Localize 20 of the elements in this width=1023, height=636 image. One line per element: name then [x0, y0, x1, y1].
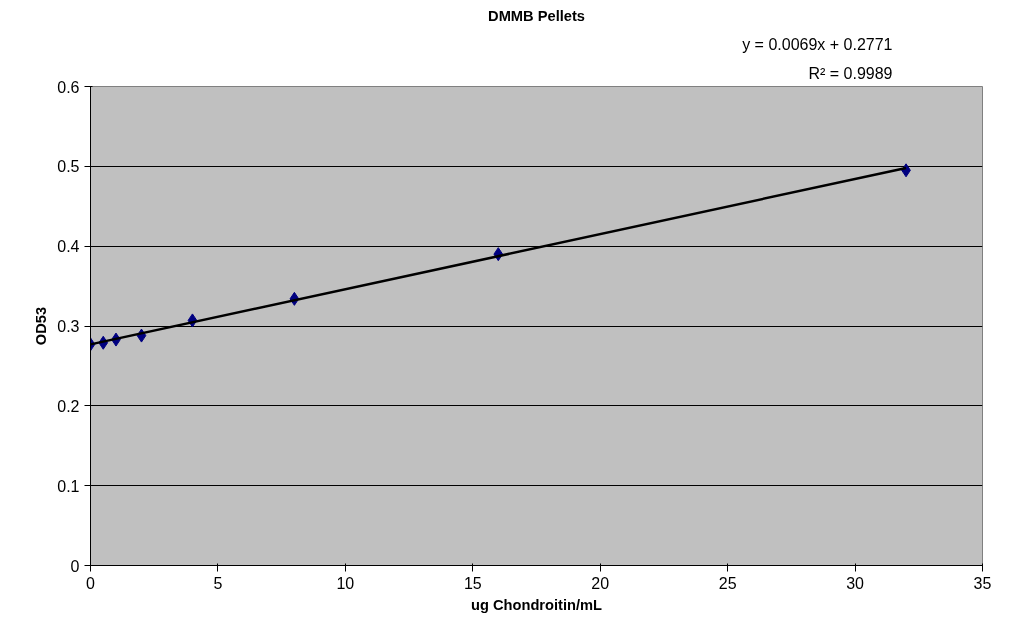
chart-title: DMMB Pellets: [488, 7, 585, 24]
y-tick-label: 0.4: [57, 238, 80, 256]
y-tick-label: 0.5: [57, 158, 80, 176]
text: y = 0.0069x + 0.2771: [742, 35, 893, 53]
y-tick-label: 0.1: [57, 477, 80, 495]
x-axis-title: ug Chondroitin/mL: [470, 596, 603, 613]
x-tick-label: 25: [718, 574, 737, 592]
y-tick-label: 0.2: [57, 397, 80, 415]
y-tick-label: 0.3: [57, 318, 80, 335]
text: R² = 0.9989: [808, 64, 893, 82]
x-tick-label: 30: [846, 574, 865, 592]
y-axis-title: OD53: [33, 306, 50, 346]
x-tick-label: 0: [86, 574, 96, 592]
x-tick-label: 5: [213, 574, 223, 592]
x-tick-label: 35: [973, 574, 992, 592]
x-tick-label: 10: [336, 574, 355, 592]
y-tick-label: 0.6: [57, 78, 80, 96]
x-tick-label: 20: [591, 574, 610, 592]
y-tick-label: 0: [70, 557, 80, 575]
x-tick-label: 15: [463, 574, 482, 592]
